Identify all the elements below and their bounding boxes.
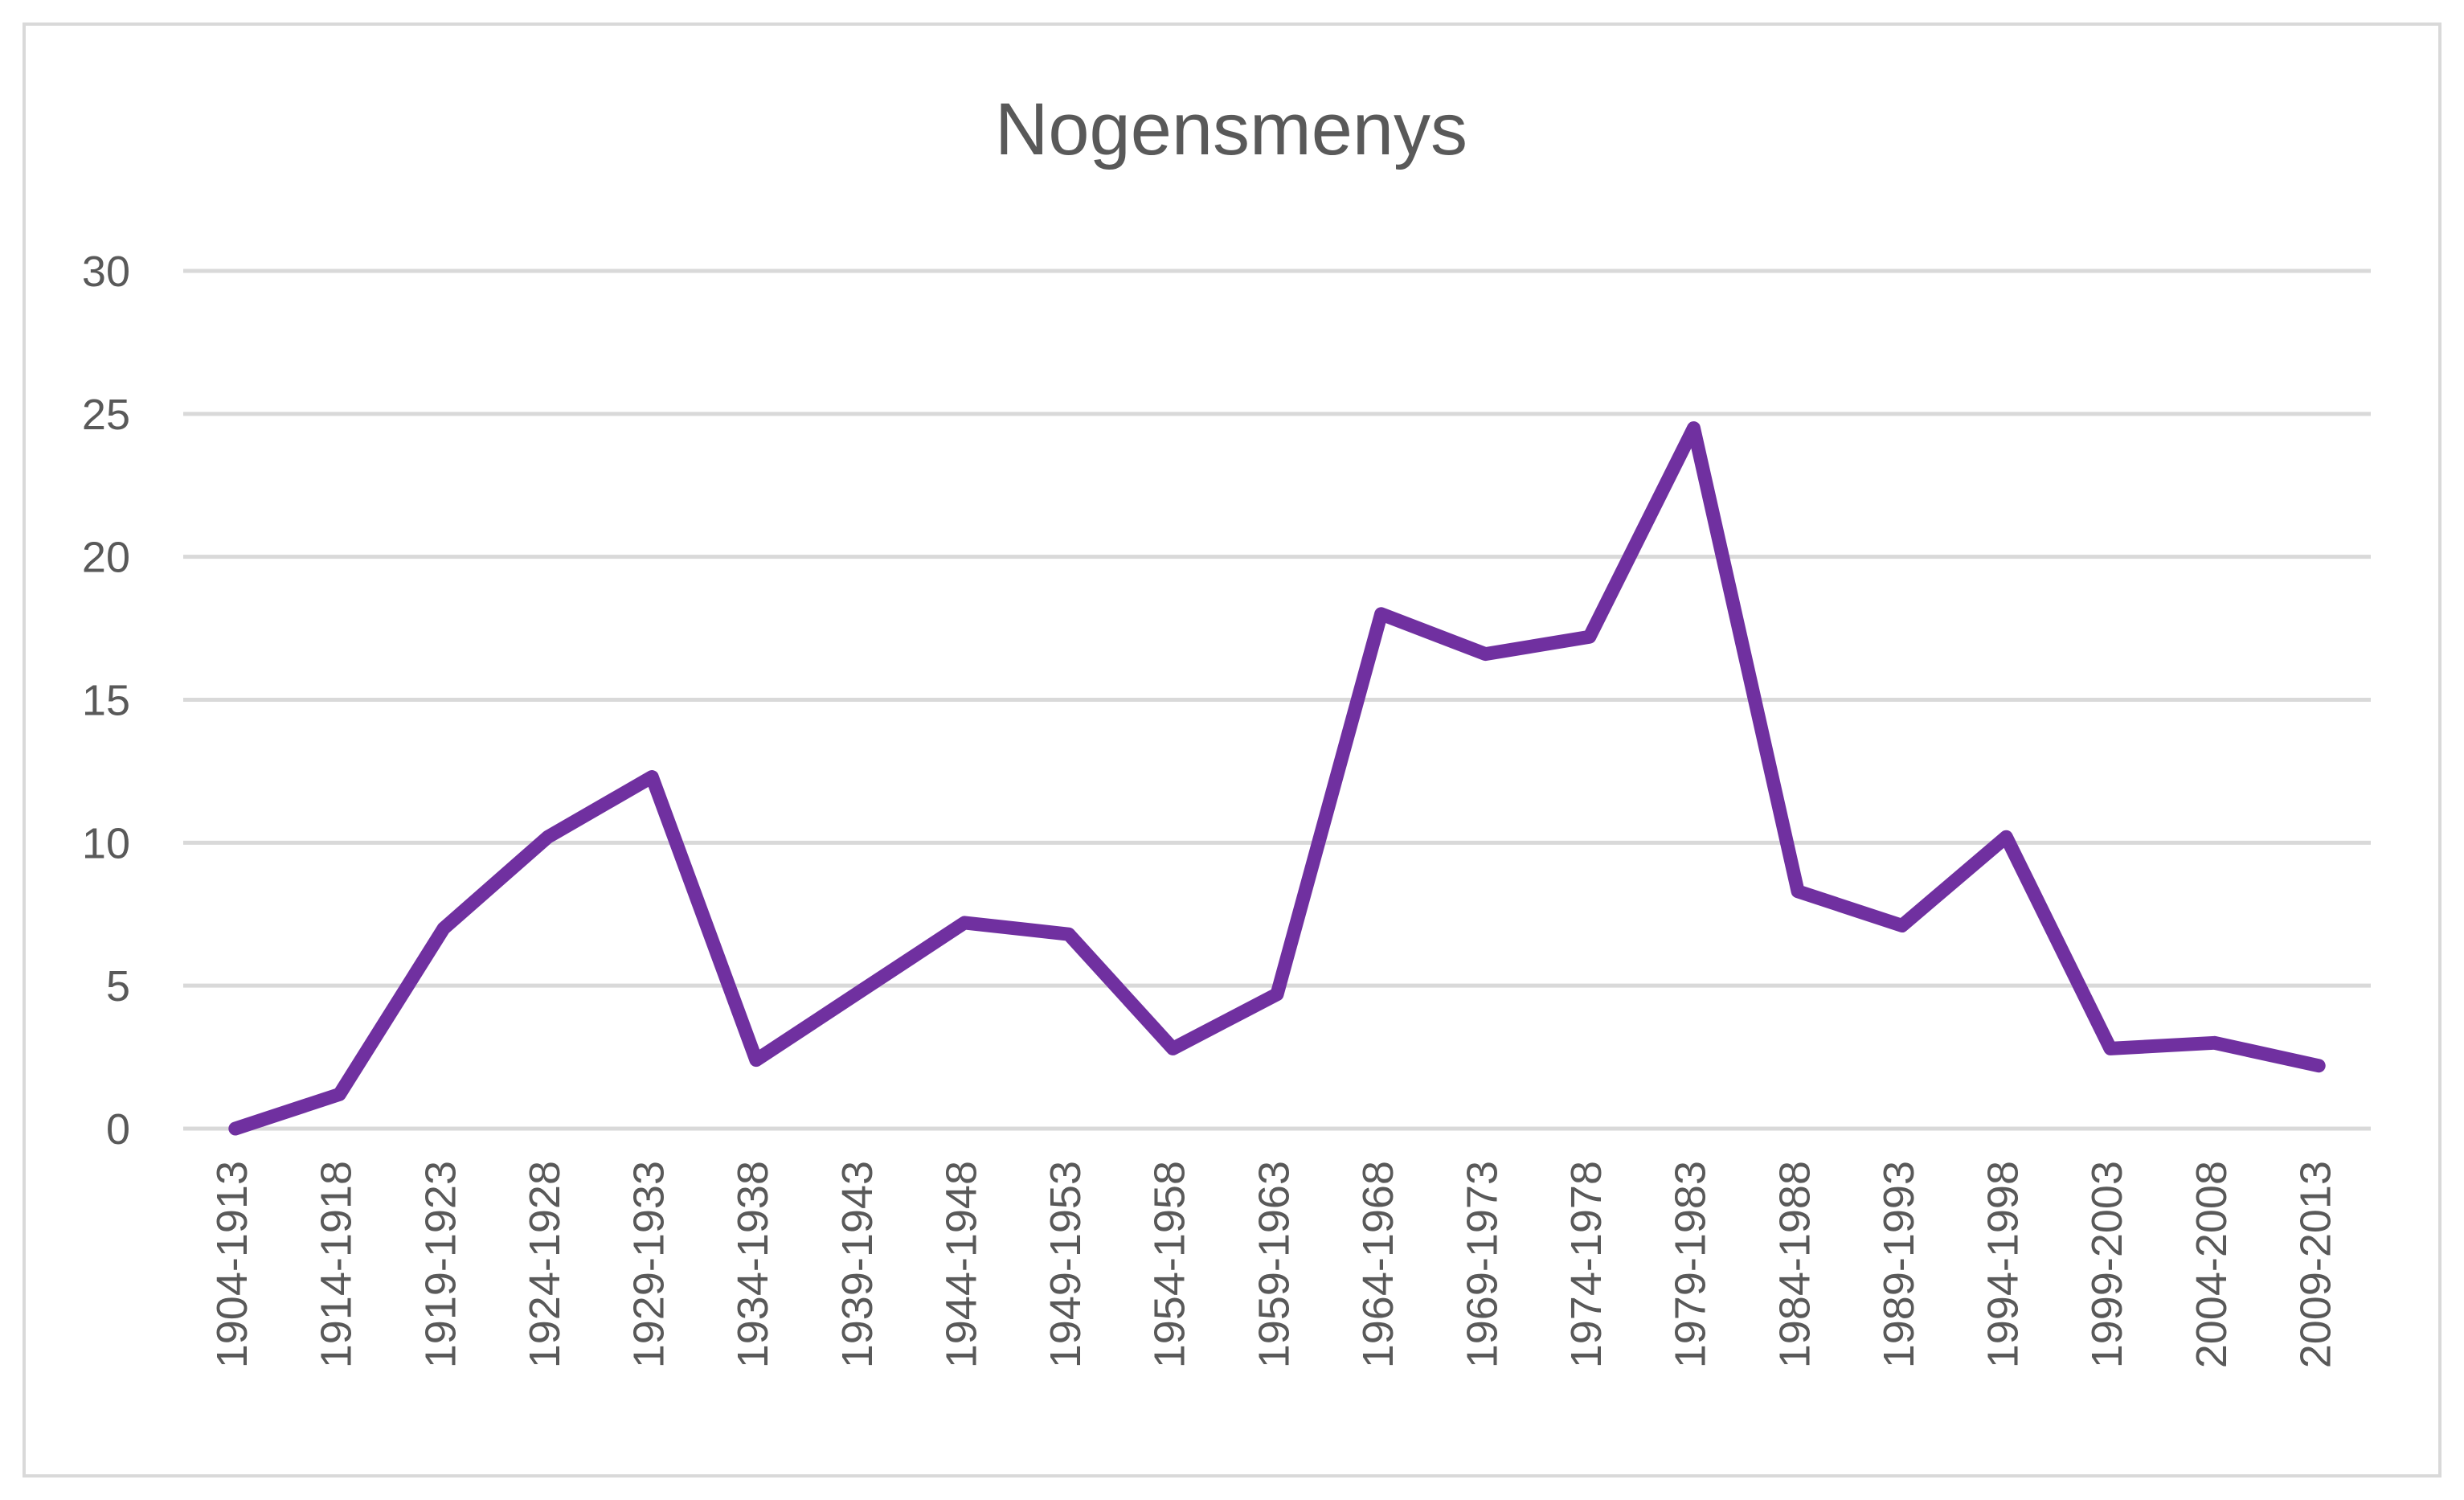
x-tick-label: 1934-1938 [729,1161,777,1368]
x-tick-label: 1924-1928 [521,1161,569,1368]
x-tick-label: 1914-1918 [313,1161,361,1368]
y-axis-tick-labels: 0 5 10 15 20 25 30 [82,248,130,1154]
line-chart: Nogensmenys 0 5 10 15 20 25 30 1904-1913 1914-1… [82,88,2371,1368]
x-tick-label: 2009-2013 [2291,1161,2339,1368]
x-tick-label: 1949-1953 [1042,1161,1090,1368]
x-tick-label: 1954-1958 [1146,1161,1194,1368]
x-tick-label: 1964-1968 [1354,1161,1402,1368]
data-point [1374,607,1388,621]
x-axis-tick-labels: 1904-1913 1914-1918 1919-1923 1924-1928 1929… [208,1161,2339,1368]
data-point [333,1088,346,1101]
x-tick-label: 2004-2008 [2188,1161,2236,1368]
x-tick-label: 1959-1963 [1250,1161,1298,1368]
x-tick-label: 1939-1943 [833,1161,882,1368]
y-tick-label: 30 [82,248,130,296]
x-tick-label: 1979-1983 [1667,1161,1715,1368]
x-tick-label: 1994-1998 [1979,1161,2028,1368]
chart-title: Nogensmenys [995,88,1467,170]
data-point [2103,1042,2117,1055]
series-layer [228,421,2326,1136]
data-point [1479,647,1492,661]
x-tick-label: 1944-1948 [937,1161,985,1368]
data-point [1582,630,1596,644]
x-tick-label: 1974-1978 [1562,1161,1611,1368]
x-tick-label: 1969-1973 [1459,1161,1507,1368]
y-tick-label: 0 [106,1105,130,1154]
data-point [1062,928,1075,941]
data-point [1791,884,1805,898]
data-point [958,916,972,929]
data-point [1999,830,2013,844]
data-point [2208,1036,2221,1050]
y-tick-label: 5 [106,962,130,1010]
x-tick-label: 1904-1913 [208,1161,256,1368]
data-point [853,985,867,998]
data-point [437,922,451,936]
y-tick-label: 20 [82,534,130,582]
data-point [1687,421,1701,435]
x-tick-label: 1984-1988 [1770,1161,1819,1368]
data-point [228,1122,242,1135]
y-tick-label: 15 [82,677,130,725]
data-point [645,770,659,784]
data-point [749,1053,763,1067]
y-tick-label: 10 [82,819,130,867]
x-tick-label: 1999-2003 [2083,1161,2131,1368]
data-point [1271,987,1283,1001]
series-line [228,421,2326,1136]
data-point [541,830,555,844]
data-point [1166,1042,1180,1055]
y-tick-label: 25 [82,391,130,439]
x-tick-label: 1989-1993 [1875,1161,1923,1368]
x-tick-label: 1919-1923 [416,1161,465,1368]
data-point [1895,919,1909,932]
chart-frame: Nogensmenys 0 5 10 15 20 25 30 1904-1913 1914-1… [23,23,2441,1477]
data-point [2312,1059,2326,1072]
x-tick-label: 1929-1933 [625,1161,673,1368]
